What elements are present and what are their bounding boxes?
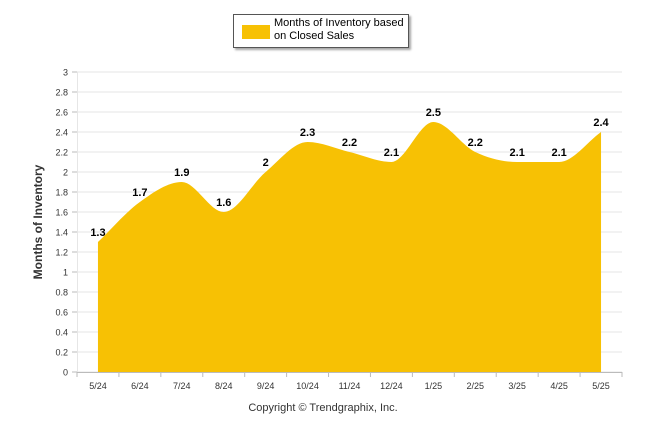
y-tick-label: 0.6 — [55, 308, 68, 318]
y-tick-label: 0 — [63, 368, 68, 378]
x-tick-label: 5/25 — [592, 381, 610, 391]
legend-label: Months of Inventory based on Closed Sale… — [274, 17, 404, 42]
data-label: 1.9 — [174, 167, 189, 179]
x-tick-label: 3/25 — [508, 381, 526, 391]
y-tick-label: 0.2 — [55, 348, 68, 358]
x-tick-label: 4/25 — [550, 381, 568, 391]
data-label: 2.5 — [426, 107, 441, 119]
data-label: 2.1 — [551, 147, 566, 159]
x-tick-label: 5/24 — [89, 381, 107, 391]
data-label: 2.2 — [342, 137, 357, 149]
data-label: 2.2 — [468, 137, 483, 149]
y-tick-label: 1.2 — [55, 248, 68, 258]
data-label: 1.3 — [90, 227, 105, 239]
y-tick-label: 1 — [63, 268, 68, 278]
series-area-fill — [97, 122, 602, 372]
legend: Months of Inventory based on Closed Sale… — [233, 14, 409, 48]
y-tick-label: 2.8 — [55, 88, 68, 98]
y-tick-label: 1.6 — [55, 208, 68, 218]
data-label: 1.6 — [216, 197, 231, 209]
y-tick-label: 2 — [63, 168, 68, 178]
legend-swatch — [242, 25, 270, 39]
data-label: 2.4 — [593, 117, 609, 129]
x-tick-label: 12/24 — [380, 381, 403, 391]
x-axis — [77, 72, 622, 373]
y-tick-label: 2.6 — [55, 108, 68, 118]
data-label: 1.7 — [132, 187, 147, 199]
y-tick-label: 2.2 — [55, 148, 68, 158]
y-axis-ticks: 0 0.2 0.4 0.6 0.8 1 1.2 1.4 1.6 1.8 2 2.2 2.4 2.6 2.8 3 — [55, 68, 77, 378]
y-tick-label: 1.8 — [55, 188, 68, 198]
data-label: 2 — [263, 157, 269, 169]
y-tick-label: 2.4 — [55, 128, 68, 138]
x-tick-label: 1/25 — [425, 381, 443, 391]
y-tick-label: 1.4 — [55, 228, 68, 238]
y-tick-label: 0.8 — [55, 288, 68, 298]
x-tick-label: 10/24 — [296, 381, 319, 391]
y-axis-title: Months of Inventory — [31, 164, 45, 280]
y-tick-label: 3 — [63, 68, 68, 78]
x-tick-label: 6/24 — [131, 381, 149, 391]
data-label: 2.1 — [384, 147, 399, 159]
data-labels: 1.3 1.7 1.9 1.6 2 2.3 2.2 2.1 2.5 2.2 2.1 2.1 2.4 — [90, 107, 609, 239]
data-label: 2.1 — [510, 147, 525, 159]
copyright-text: Copyright © Trendgraphix, Inc. — [248, 402, 398, 414]
x-tick-label: 9/24 — [257, 381, 275, 391]
series-area — [97, 122, 602, 372]
data-label: 2.3 — [300, 127, 315, 139]
x-tick-label: 8/24 — [215, 381, 233, 391]
x-tick-label: 2/25 — [467, 381, 485, 391]
y-tick-label: 0.4 — [55, 328, 68, 338]
x-tick-label: 7/24 — [173, 381, 191, 391]
x-axis-ticks: 5/24 6/24 7/24 8/24 9/24 10/24 11/24 12/24 1/25 2… — [76, 372, 623, 391]
x-tick-label: 11/24 — [339, 381, 361, 391]
